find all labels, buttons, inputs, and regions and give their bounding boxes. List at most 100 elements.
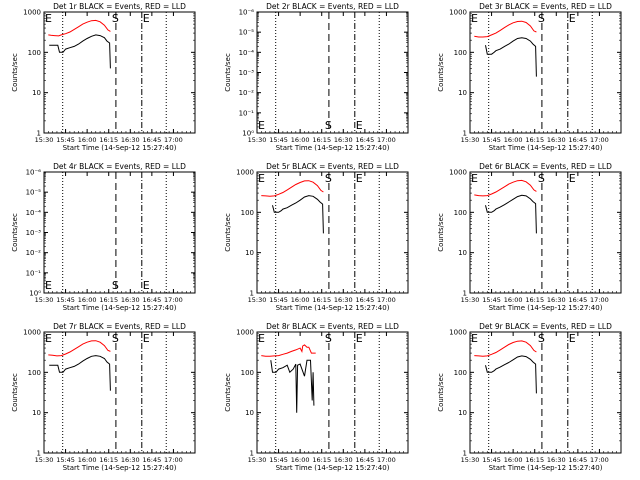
y-tick-label: 10⁻²	[26, 249, 42, 257]
y-tick-label: 10⁻⁶	[239, 9, 255, 17]
marker-s-label: S	[325, 119, 332, 132]
marker-e-label: E	[569, 172, 576, 185]
marker-s-label: S	[112, 12, 119, 25]
y-tick-label: 1000	[236, 169, 254, 177]
x-tick-label: 15:30	[461, 136, 480, 144]
panel-title: Det 5r BLACK = Events, RED = LLD	[266, 162, 399, 171]
x-tick-label: 16:15	[312, 456, 331, 464]
y-tick-label: 1000	[23, 9, 41, 17]
panel-title: Det 2r BLACK = Events, RED = LLD	[266, 2, 399, 11]
events-series-line	[49, 34, 111, 69]
y-tick-label: 1	[250, 290, 254, 298]
events-series-line	[485, 194, 537, 234]
marker-e-label: E	[356, 119, 363, 132]
x-tick-label: 16:15	[525, 136, 544, 144]
x-tick-label: 16:45	[142, 296, 161, 304]
x-tick-label: 16:45	[142, 456, 161, 464]
plot-frame	[256, 331, 409, 454]
marker-s-label: S	[538, 332, 545, 345]
y-tick-label: 10⁰	[29, 290, 41, 298]
y-tick-label: 10⁻¹	[26, 269, 42, 277]
x-tick-label: 17:00	[164, 136, 183, 144]
detector-panel: Det 5r BLACK = Events, RED = LLD 1 10 100 10…	[224, 162, 409, 312]
x-tick-label: 15:45	[56, 456, 75, 464]
events-series-line	[49, 355, 111, 391]
detector-panel: Det 3r BLACK = Events, RED = LLD 1 10 100 10…	[437, 2, 622, 152]
x-tick-label: 16:15	[312, 296, 331, 304]
plot-frame	[43, 171, 196, 294]
x-tick-label: 17:00	[164, 296, 183, 304]
y-axis-label: Counts/sec	[11, 213, 19, 252]
x-axis-label: Start Time (14-Sep-12 15:27:40)	[63, 304, 177, 312]
x-tick-label: 15:30	[248, 136, 267, 144]
x-tick-label: 15:45	[269, 456, 288, 464]
y-tick-label: 10⁻⁴	[239, 49, 255, 57]
marker-e-label: E	[569, 12, 576, 25]
detector-panel: Det 7r BLACK = Events, RED = LLD 1 10 100 10…	[11, 322, 196, 472]
y-tick-label: 10⁻¹	[239, 109, 255, 117]
y-tick-label: 1	[37, 450, 41, 458]
panel-title: Det 8r BLACK = Events, RED = LLD	[266, 322, 399, 331]
x-tick-label: 16:45	[355, 296, 374, 304]
marker-e-label: E	[569, 332, 576, 345]
panel-title: Det 7r BLACK = Events, RED = LLD	[53, 322, 186, 331]
x-tick-label: 16:45	[568, 296, 587, 304]
x-tick-label: 17:00	[377, 296, 396, 304]
x-axis-label: Start Time (14-Sep-12 15:27:40)	[276, 464, 390, 472]
x-tick-label: 15:30	[248, 296, 267, 304]
y-axis-label: Counts/sec	[437, 373, 445, 412]
y-tick-label: 10⁰	[242, 130, 254, 138]
events-series-line	[272, 195, 324, 234]
marker-e-label: E	[471, 12, 478, 25]
lld-series-line	[261, 344, 316, 357]
x-axis-label: Start Time (14-Sep-12 15:27:40)	[63, 464, 177, 472]
x-tick-label: 16:30	[121, 136, 140, 144]
x-tick-label: 15:45	[269, 296, 288, 304]
detector-panel: Det 8r BLACK = Events, RED = LLD 1 10 100 10…	[224, 322, 409, 472]
y-tick-label: 10	[245, 249, 254, 257]
marker-e-label: E	[143, 332, 150, 345]
marker-s-label: S	[538, 12, 545, 25]
marker-e-label: E	[143, 279, 150, 292]
y-tick-label: 1	[463, 450, 467, 458]
y-tick-label: 100	[454, 369, 467, 377]
x-tick-label: 16:00	[78, 136, 97, 144]
x-tick-label: 16:30	[334, 456, 353, 464]
x-tick-label: 16:30	[547, 136, 566, 144]
x-axis-label: Start Time (14-Sep-12 15:27:40)	[489, 144, 603, 152]
y-tick-label: 10⁻⁵	[26, 189, 42, 197]
y-axis-label: Counts/sec	[224, 213, 232, 252]
detector-panel: Det 9r BLACK = Events, RED = LLD 1 10 100 10…	[437, 322, 622, 472]
y-tick-label: 10	[32, 409, 41, 417]
x-tick-label: 16:00	[78, 296, 97, 304]
detector-panel: Det 2r BLACK = Events, RED = LLD 10⁰ 10⁻¹ 1…	[224, 2, 409, 152]
x-tick-label: 16:00	[291, 136, 310, 144]
y-axis-label: Counts/sec	[224, 373, 232, 412]
x-tick-label: 16:30	[121, 296, 140, 304]
x-tick-label: 15:45	[482, 296, 501, 304]
lld-series-line	[474, 340, 537, 357]
panel-title: Det 3r BLACK = Events, RED = LLD	[479, 2, 612, 11]
x-tick-label: 15:45	[56, 136, 75, 144]
y-tick-label: 10	[458, 89, 467, 97]
x-tick-label: 17:00	[377, 136, 396, 144]
x-tick-label: 15:30	[35, 456, 54, 464]
y-tick-label: 100	[454, 49, 467, 57]
x-tick-label: 17:00	[377, 456, 396, 464]
lld-series-line	[474, 20, 537, 38]
panel-title: Det 6r BLACK = Events, RED = LLD	[479, 162, 612, 171]
x-tick-label: 16:45	[568, 456, 587, 464]
x-tick-label: 16:15	[525, 456, 544, 464]
marker-e-label: E	[356, 172, 363, 185]
x-tick-label: 16:30	[121, 456, 140, 464]
y-tick-label: 10⁻⁵	[239, 29, 255, 37]
panel-title: Det 4r BLACK = Events, RED = LLD	[53, 162, 186, 171]
y-tick-label: 1	[463, 130, 467, 138]
marker-e-label: E	[143, 12, 150, 25]
y-axis-label: Counts/sec	[437, 53, 445, 92]
x-tick-label: 17:00	[590, 296, 609, 304]
detector-panel: Det 6r BLACK = Events, RED = LLD 1 10 100 10…	[437, 162, 622, 312]
x-tick-label: 15:30	[248, 456, 267, 464]
x-tick-label: 16:30	[547, 456, 566, 464]
